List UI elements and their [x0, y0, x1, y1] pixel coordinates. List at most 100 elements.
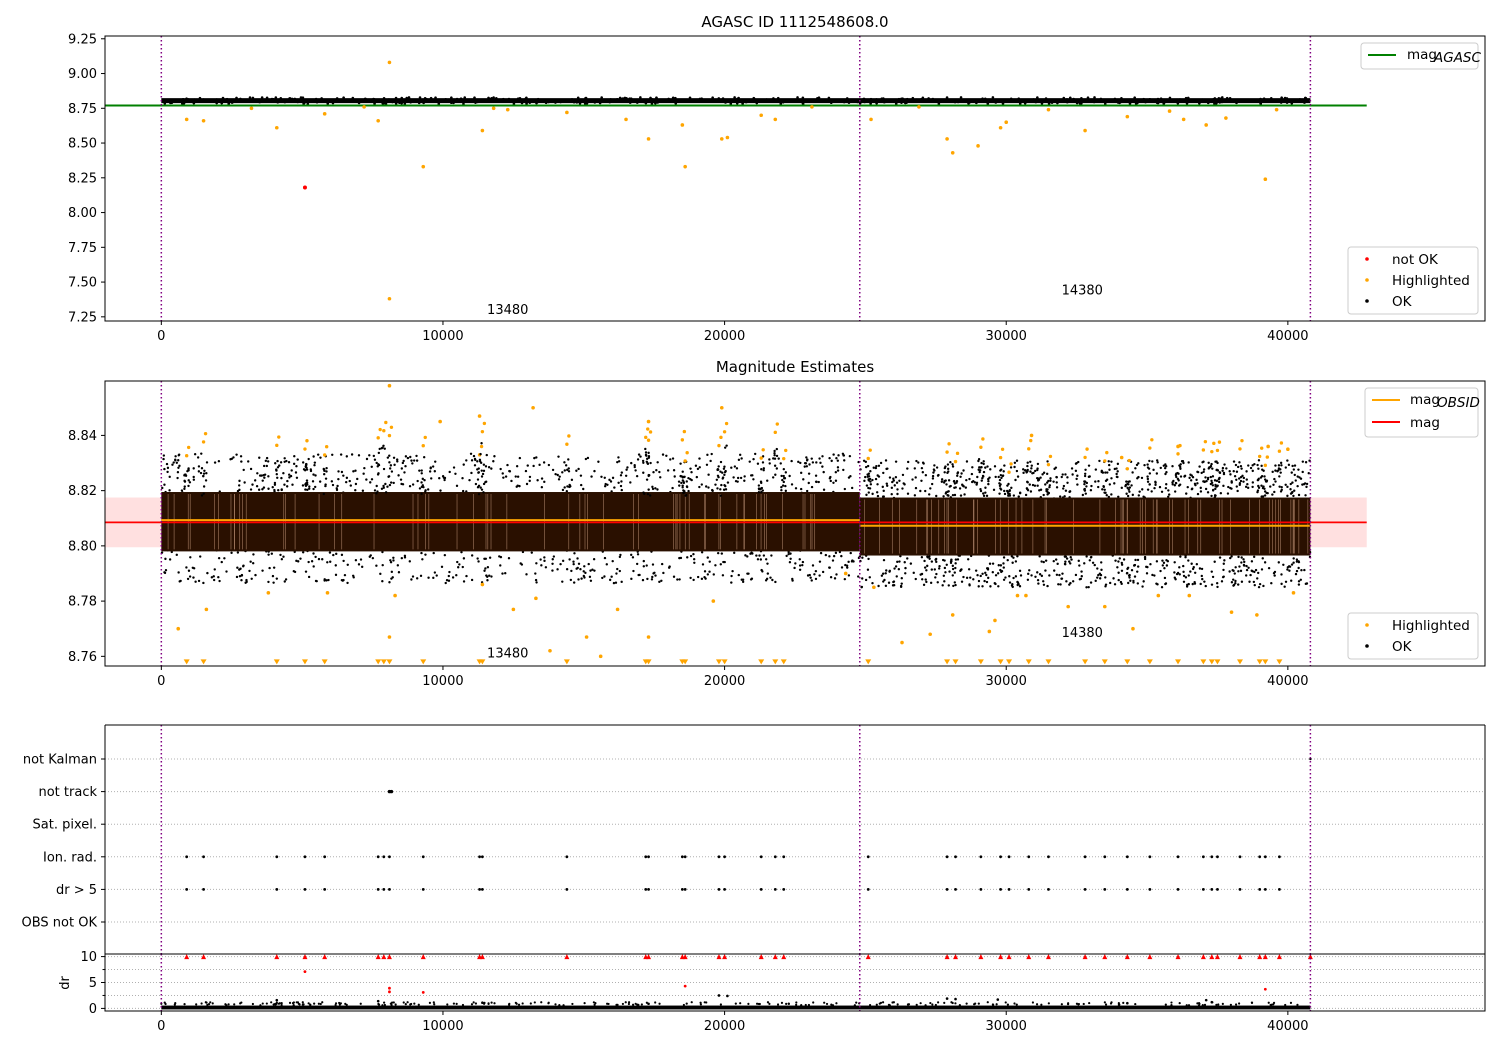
panel-estimates-ok-point-0-1490: [829, 575, 833, 579]
panel-dr-baseline-point-69: [307, 1002, 310, 1005]
panel-agasc-ok-point-368: [650, 97, 654, 101]
panel-estimates-ok-point-0-512: [662, 571, 665, 575]
panel-estimates-legend-label-1: OK: [1392, 639, 1413, 655]
panel-agasc-background: [105, 36, 1485, 321]
panel-estimates-ok-point-0-744: [646, 577, 649, 581]
panel-estimates-ok-point-0-873: [279, 553, 282, 557]
panel-dr-baseline-point-156: [288, 1001, 292, 1005]
panel-estimates-ok-point-1-358: [952, 584, 955, 588]
panel-estimates-ok-point-0-849: [593, 569, 596, 572]
panel-agasc-ok-point-384: [688, 100, 692, 104]
panel-estimates-ok-point-0-142: [690, 471, 693, 474]
panel-estimates-ok-point-0-1037: [280, 476, 283, 480]
panel-agasc-ytick-label-6: 8.75: [68, 102, 97, 117]
panel-flags-dr-point-3: [303, 888, 307, 891]
panel-estimates-ok-point-1-766: [1112, 577, 1115, 580]
panel-estimates-ok-point-1-206: [1017, 495, 1020, 498]
panel-estimates-highlighted-point-42: [1286, 447, 1290, 452]
panel-estimates-ok-point-0-623: [617, 456, 620, 459]
panel-estimates-ok-point-1-958: [1171, 465, 1174, 468]
panel-agasc-ok-point-464: [277, 100, 280, 104]
panel-estimates-ok-point-0-610: [779, 462, 782, 465]
panel-dr-clipped-marker-1: [201, 954, 207, 960]
panel-estimates-ok-point-0-1671: [696, 575, 700, 579]
panel-estimates-ok-point-1-479: [975, 481, 979, 485]
panel-agasc-ok-point-460: [473, 96, 476, 100]
panel-estimates-ok-point-0-819: [824, 553, 828, 557]
panel-estimates-ok-point-0-388: [400, 556, 404, 560]
panel-agasc-ytick-label-7: 9.00: [68, 67, 97, 82]
panel-estimates-spike-highlight-b-31: [1127, 458, 1132, 463]
panel-agasc-ok-point-260: [554, 101, 557, 104]
panel-agasc-ok-point-272: [791, 99, 794, 103]
panel-flags-ion-rad-point-19: [773, 855, 777, 859]
panel-estimates-spike-point-4-3: [322, 492, 325, 496]
panel-estimates-ok-point-1-1135: [887, 581, 891, 584]
panel-estimates-xtick-label-3: 30000: [986, 674, 1027, 689]
panel-estimates-ok-point-0-1150: [458, 563, 461, 566]
panel-estimates-spike-point-8-4: [421, 477, 424, 481]
panel-estimates-ok-point-0-1575: [768, 458, 771, 461]
panel-estimates-ok-point-0-445: [692, 552, 695, 556]
panel-estimates-ok-point-0-712: [178, 464, 181, 468]
panel-dr-baseline-point-122: [461, 1003, 465, 1007]
panel-estimates-ok-point-1-354: [976, 574, 979, 577]
panel-estimates-spike-point-36-1: [1213, 479, 1217, 482]
panel-agasc-ok-point-85: [1228, 96, 1232, 100]
panel-estimates-spike-point-40-8: [1279, 461, 1283, 465]
panel-estimates-ok-point-0-551: [180, 489, 184, 492]
panel-estimates-ok-point-0-634: [591, 568, 594, 571]
panel-agasc-ok-point-165: [735, 101, 739, 105]
panel-estimates-ok-point-1-1324: [941, 584, 944, 587]
panel-estimates-ok-point-0-411: [649, 461, 652, 465]
panel-estimates-clipped-marker-39: [1262, 659, 1269, 665]
panel-estimates-ok-point-1-999: [1164, 486, 1168, 490]
panel-flags-dr-point-25: [999, 888, 1002, 891]
panel-estimates-ok-point-1-1132: [1165, 564, 1169, 567]
panel-agasc-ok-point-184: [161, 98, 165, 101]
panel-estimates-ok-point-0-74: [236, 551, 240, 554]
panel-estimates-spike-point-32-3: [1148, 483, 1151, 486]
panel-estimates-clipped-marker-37: [1236, 659, 1243, 665]
panel-estimates-ok-point-1-214: [1277, 561, 1280, 564]
panel-estimates-spike-highlight-20: [782, 456, 786, 461]
panel-estimates-ok-point-0-7: [283, 457, 286, 460]
panel-agasc-ok-point-399: [1078, 102, 1082, 105]
panel-estimates-highlighted-point-18: [615, 607, 620, 612]
panel-estimates-ok-point-0-1032: [689, 477, 692, 481]
panel-estimates-ok-point-0-317: [610, 575, 613, 578]
panel-estimates-ok-point-1-1605: [1247, 464, 1250, 467]
panel-estimates-ok-point-1-1679: [1125, 492, 1128, 495]
panel-estimates-ok-point-1-443: [1263, 561, 1267, 564]
panel-agasc-ok-point-103: [192, 101, 196, 105]
panel-agasc-ok-point-144: [198, 96, 202, 100]
panel-estimates-ok-point-0-554: [561, 488, 565, 492]
panel-estimates-ok-point-0-990: [177, 459, 180, 462]
panel-agasc-highlighted-point-36: [362, 105, 366, 109]
panel-estimates-spike-point-37-5: [1236, 489, 1239, 493]
panel-estimates-ok-point-0-494: [642, 565, 646, 568]
panel-estimates-ok-point-1-1604: [1184, 576, 1188, 579]
panel-dr-red-point-4: [683, 984, 687, 988]
panel-estimates-spike-point-1-8: [202, 492, 205, 495]
panel-agasc-ok-point-109: [403, 102, 407, 106]
panel-estimates-ok-point-0-72: [540, 564, 543, 567]
panel-estimates-ok-point-0-1202: [249, 488, 253, 491]
panel-agasc-ok-point-23: [598, 101, 602, 105]
panel-agasc-ok-point-71: [516, 97, 520, 100]
panel-estimates-clipped-marker-30: [1101, 659, 1108, 665]
panel-estimates-ok-point-0-665: [379, 572, 382, 576]
panel-estimates-ok-point-0-1074: [802, 478, 805, 481]
panel-dr-baseline-point-180: [227, 1003, 230, 1006]
panel-estimates-ok-point-0-113: [533, 456, 536, 460]
panel-estimates-ok-point-0-749: [426, 488, 430, 491]
panel-dr-baseline-point-99: [835, 1002, 838, 1005]
panel-estimates-highlighted-point-21: [843, 571, 848, 576]
panel-estimates-ok-point-1-375: [1108, 483, 1112, 486]
panel-dr-baseline-point-120: [915, 1003, 918, 1007]
panel-estimates-ok-point-0-1543: [572, 581, 576, 584]
panel-estimates-ok-point-1-657: [1158, 485, 1162, 489]
panel-dr-clipped-marker-8: [420, 954, 426, 960]
panel-estimates-ok-point-0-1271: [294, 471, 298, 474]
panel-dr-clipped-marker-24: [978, 954, 984, 960]
